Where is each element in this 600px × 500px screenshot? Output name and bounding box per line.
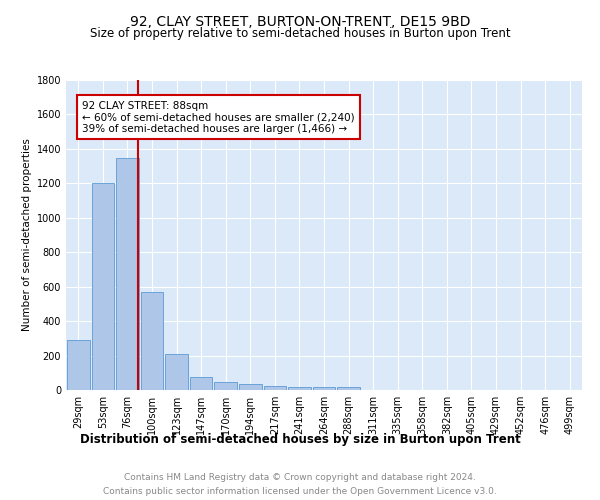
Text: 92 CLAY STREET: 88sqm
← 60% of semi-detached houses are smaller (2,240)
39% of s: 92 CLAY STREET: 88sqm ← 60% of semi-deta… <box>82 100 355 134</box>
Bar <box>337 388 360 390</box>
Bar <box>288 388 311 390</box>
Text: Distribution of semi-detached houses by size in Burton upon Trent: Distribution of semi-detached houses by … <box>80 432 520 446</box>
Bar <box>190 377 212 390</box>
Text: 92, CLAY STREET, BURTON-ON-TRENT, DE15 9BD: 92, CLAY STREET, BURTON-ON-TRENT, DE15 9… <box>130 15 470 29</box>
Bar <box>313 388 335 390</box>
Bar <box>239 384 262 390</box>
Bar <box>214 382 237 390</box>
Y-axis label: Number of semi-detached properties: Number of semi-detached properties <box>22 138 32 332</box>
Text: Contains HM Land Registry data © Crown copyright and database right 2024.: Contains HM Land Registry data © Crown c… <box>124 472 476 482</box>
Bar <box>116 158 139 390</box>
Bar <box>263 386 286 390</box>
Bar <box>165 354 188 390</box>
Text: Size of property relative to semi-detached houses in Burton upon Trent: Size of property relative to semi-detach… <box>89 28 511 40</box>
Text: Contains public sector information licensed under the Open Government Licence v3: Contains public sector information licen… <box>103 488 497 496</box>
Bar <box>92 184 114 390</box>
Bar <box>67 340 89 390</box>
Bar <box>140 292 163 390</box>
